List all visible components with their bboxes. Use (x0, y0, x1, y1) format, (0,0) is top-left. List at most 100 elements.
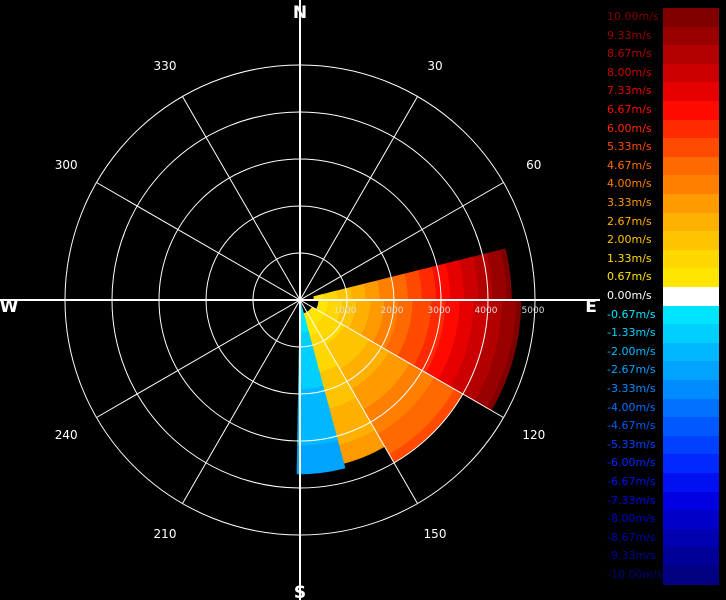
velocity-cell (306, 430, 313, 437)
bearing-label: 240 (55, 428, 78, 442)
legend-swatch (663, 417, 719, 436)
velocity-cell (309, 411, 315, 418)
velocity-cell (454, 288, 461, 295)
velocity-cell (300, 374, 305, 381)
legend-swatch (663, 45, 719, 64)
legend-label: 4.00m/s (607, 177, 652, 191)
range-label: 5000 (522, 306, 545, 316)
legend-swatch (663, 212, 719, 232)
velocity-cell (306, 421, 312, 428)
legend-label: 7.33m/s (607, 84, 652, 98)
range-label: 4000 (475, 306, 498, 316)
velocity-cell (501, 285, 508, 294)
legend-entry: -2.00m/s (604, 342, 722, 362)
velocity-cell (369, 294, 376, 298)
legend-label: -0.67m/s (607, 307, 656, 321)
legend-entry: 6.00m/s (604, 119, 722, 139)
velocity-cell (301, 407, 307, 414)
velocity-cell (458, 282, 465, 290)
legend-label: 6.67m/s (607, 103, 652, 116)
legend-swatch (663, 361, 719, 380)
velocity-cell (453, 310, 460, 318)
velocity-cell (496, 285, 503, 294)
velocity-cell (307, 454, 315, 460)
range-label: 1000 (334, 306, 357, 316)
velocity-cell (300, 370, 305, 376)
legend-entry: -6.67m/s (604, 473, 722, 492)
radar-ppi-plot: N E S W 30 60 120 150 210 240 300 330 1000 2000 3000 40… (0, 0, 600, 600)
velocity-cell (301, 379, 305, 385)
compass-label: N (293, 3, 307, 23)
legend-label: -10.00m/s (607, 568, 663, 581)
velocity-cell (307, 444, 314, 451)
legend-swatch (663, 473, 719, 492)
legend-entry: 7.33m/s (604, 82, 722, 101)
velocity-cell (407, 291, 414, 297)
legend-swatch (663, 101, 719, 120)
velocity-cell (463, 305, 470, 313)
legend-label: 8.67m/s (607, 47, 652, 61)
velocity-cell (300, 360, 304, 367)
velocity-cell (426, 290, 432, 296)
legend-entry: 3.33m/s (604, 194, 722, 213)
velocity-cell (308, 458, 315, 465)
velocity-cell (402, 292, 409, 297)
velocity-cell (430, 285, 437, 292)
velocity-cell (444, 283, 451, 291)
velocity-cell (393, 289, 399, 294)
velocity-cell (459, 288, 465, 295)
velocity-cell (421, 290, 428, 297)
velocity-cell (487, 292, 494, 301)
velocity-cell (412, 303, 418, 309)
legend-swatch (663, 342, 719, 362)
velocity-cell (416, 286, 423, 293)
legend-label: 0.00m/s (607, 289, 652, 302)
velocity-cell (304, 388, 309, 395)
legend-entry: 2.00m/s (604, 231, 722, 250)
legend-entry: -2.67m/s (604, 361, 722, 380)
legend-label: 2.00m/s (607, 233, 652, 247)
velocity-cell (463, 287, 470, 295)
velocity-cell (402, 288, 409, 294)
legend-swatch (663, 194, 719, 213)
velocity-cell (511, 299, 517, 308)
compass-label: E (585, 297, 597, 317)
legend-entry: 8.67m/s (604, 45, 722, 64)
legend-label: -1.33m/s (607, 326, 656, 340)
velocity-cell (388, 293, 395, 298)
velocity-cell (501, 299, 508, 308)
legend-swatch (663, 528, 719, 548)
legend-label: -2.67m/s (607, 363, 656, 377)
velocity-cell (301, 426, 308, 432)
legend-entry: 5.33m/s (604, 138, 722, 157)
velocity-cell (320, 466, 328, 473)
legend-swatch (663, 566, 719, 585)
velocity-cell (444, 289, 451, 296)
velocity-cell (453, 282, 460, 290)
legend-label: 2.67m/s (607, 214, 652, 228)
legend-label: -4.00m/s (607, 400, 656, 414)
velocity-cell (302, 435, 308, 442)
compass-label: W (0, 297, 19, 317)
velocity-cell (459, 305, 465, 312)
velocity-cell (449, 283, 456, 290)
bearing-label: 60 (526, 158, 541, 172)
velocity-cell (311, 430, 317, 437)
velocity-cell (515, 307, 522, 316)
legend-label: 8.00m/s (607, 65, 652, 79)
legend-entry: 4.00m/s (604, 175, 722, 194)
bearing-label: 120 (522, 428, 545, 442)
velocity-cell (302, 454, 309, 461)
legend-label: 1.33m/s (607, 251, 652, 265)
velocity-cell (496, 306, 503, 315)
legend-swatch (663, 26, 719, 46)
legend-swatch (663, 398, 719, 418)
velocity-cell (305, 416, 312, 423)
legend-entry: -9.33m/s (604, 547, 722, 566)
velocity-cell (305, 412, 311, 418)
velocity-cell (304, 397, 310, 404)
legend-entry: -4.00m/s (604, 398, 722, 418)
legend-label: -9.33m/s (607, 549, 656, 563)
legend-label: 4.67m/s (607, 158, 652, 172)
velocity-cell (306, 426, 312, 432)
